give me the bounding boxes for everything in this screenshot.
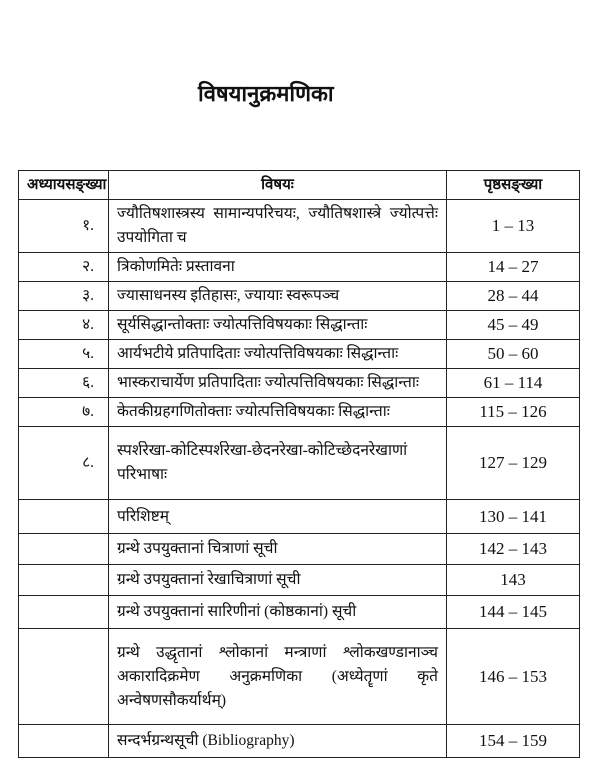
topic: केतकीग्रहगणितोक्ताः ज्योत्पत्तिविषयकाः स… [108,397,447,427]
page-range: 50 – 60 [446,339,580,369]
topic: भास्कराचार्येण प्रतिपादिताः ज्योत्पत्तिव… [108,368,447,398]
chapter-number [18,564,109,596]
topic: स्पर्शरेखा-कोटिस्पर्शरेखा-छेदनरेखा-कोटिच… [108,426,447,500]
table-row: ७. केतकीग्रहगणितोक्ताः ज्योत्पत्तिविषयकाः… [18,397,580,427]
table-row: ३. ज्यासाधनस्य इतिहासः, ज्यायाः स्वरूपञ्च… [18,281,580,311]
topic: सन्दर्भग्रन्थसूची (Bibliography) [108,724,447,758]
chapter-number: ८. [18,426,109,500]
topic: ज्यौतिषशास्त्रस्य सामान्यपरिचयः, ज्यौतिष… [108,199,447,253]
table-row: १. ज्यौतिषशास्त्रस्य सामान्यपरिचयः, ज्यौत… [18,199,580,253]
table-row: ४. सूर्यसिद्धान्तोक्ताः ज्योत्पत्तिविषयका… [18,310,580,340]
chapter-number [18,595,109,629]
table-row: ग्रन्थे उद्धृतानां श्लोकानां मन्त्राणां … [18,628,580,725]
table-header-row: अध्यायसङ्ख्या विषयः पृष्ठसङ्ख्या [18,170,580,200]
chapter-number [18,499,109,534]
topic: परिशिष्टम् [108,499,447,534]
table-row: ग्रन्थे उपयुक्तानां चित्राणां सूची 142 – … [18,533,580,565]
chapter-number: ६. [18,368,109,398]
table-row: सन्दर्भग्रन्थसूची (Bibliography) 154 – 15… [18,724,580,758]
chapter-number: ३. [18,281,109,311]
page-range: 1 – 13 [446,199,580,253]
topic: ग्रन्थे उपयुक्तानां सारिणीनां (कोष्ठकाना… [108,595,447,629]
chapter-number: १. [18,199,109,253]
header-topic: विषयः [108,170,447,200]
chapter-number [18,724,109,758]
page-title: विषयानुक्रमणिका [198,81,334,106]
topic: ग्रन्थे उपयुक्तानां चित्राणां सूची [108,533,447,565]
chapter-number [18,628,109,725]
topic: ग्रन्थे उपयुक्तानां रेखाचित्राणां सूची [108,564,447,596]
chapter-number: ४. [18,310,109,340]
header-page-number: पृष्ठसङ्ख्या [446,170,580,200]
chapter-number [18,533,109,565]
table-row: २. त्रिकोणमितेः प्रस्तावना 14 – 27 [18,252,580,282]
topic: त्रिकोणमितेः प्रस्तावना [108,252,447,282]
page-range: 146 – 153 [446,628,580,725]
page-range: 45 – 49 [446,310,580,340]
page-range: 142 – 143 [446,533,580,565]
contents-table: अध्यायसङ्ख्या विषयः पृष्ठसङ्ख्या १. ज्यौत… [18,170,580,758]
chapter-number: ७. [18,397,109,427]
page-range: 115 – 126 [446,397,580,427]
topic: ज्यासाधनस्य इतिहासः, ज्यायाः स्वरूपञ्च [108,281,447,311]
header-chapter-number: अध्यायसङ्ख्या [18,170,109,200]
chapter-number: ५. [18,339,109,369]
page-range: 154 – 159 [446,724,580,758]
topic: सूर्यसिद्धान्तोक्ताः ज्योत्पत्तिविषयकाः … [108,310,447,340]
topic: आर्यभटीये प्रतिपादिताः ज्योत्पत्तिविषयका… [108,339,447,369]
page-range: 28 – 44 [446,281,580,311]
table-row: ८. स्पर्शरेखा-कोटिस्पर्शरेखा-छेदनरेखा-कोट… [18,426,580,500]
page-range: 127 – 129 [446,426,580,500]
table-row: परिशिष्टम् 130 – 141 [18,499,580,534]
table-row: ५. आर्यभटीये प्रतिपादिताः ज्योत्पत्तिविषय… [18,339,580,369]
page-range: 144 – 145 [446,595,580,629]
table-row: ग्रन्थे उपयुक्तानां रेखाचित्राणां सूची 14… [18,564,580,596]
topic: ग्रन्थे उद्धृतानां श्लोकानां मन्त्राणां … [108,628,447,725]
table-row: ग्रन्थे उपयुक्तानां सारिणीनां (कोष्ठकाना… [18,595,580,629]
page-range: 14 – 27 [446,252,580,282]
page-range: 130 – 141 [446,499,580,534]
chapter-number: २. [18,252,109,282]
page-range: 143 [446,564,580,596]
page-range: 61 – 114 [446,368,580,398]
table-row: ६. भास्कराचार्येण प्रतिपादिताः ज्योत्पत्त… [18,368,580,398]
